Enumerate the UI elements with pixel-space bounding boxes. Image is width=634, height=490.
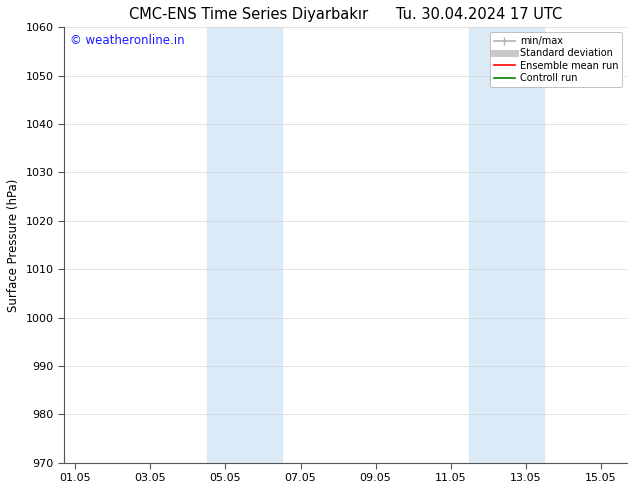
Y-axis label: Surface Pressure (hPa): Surface Pressure (hPa) — [7, 178, 20, 312]
Title: CMC-ENS Time Series Diyarbakır      Tu. 30.04.2024 17 UTC: CMC-ENS Time Series Diyarbakır Tu. 30.04… — [129, 7, 562, 22]
Bar — [469, 27, 545, 463]
Legend: min/max, Standard deviation, Ensemble mean run, Controll run: min/max, Standard deviation, Ensemble me… — [489, 32, 622, 87]
Bar — [207, 27, 281, 463]
Text: © weatheronline.in: © weatheronline.in — [70, 34, 184, 47]
